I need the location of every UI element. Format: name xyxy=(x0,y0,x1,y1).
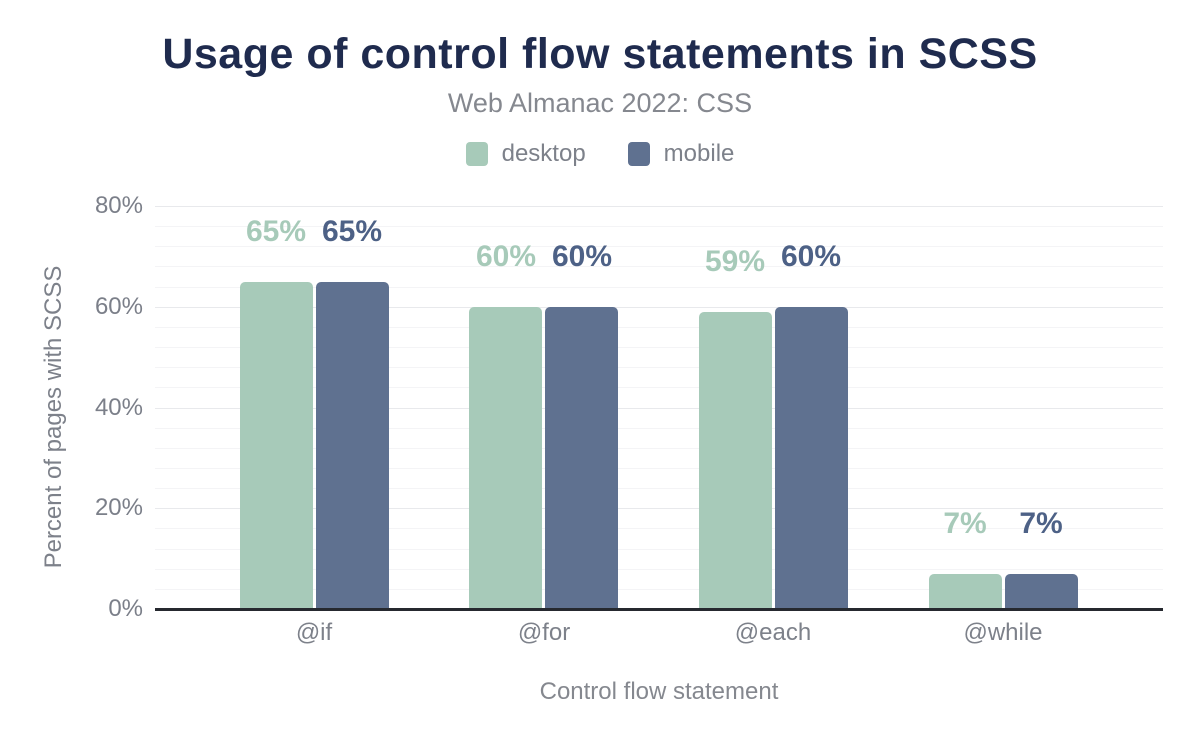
y-tick-label-20%: 20% xyxy=(94,494,143,521)
x-axis-line xyxy=(155,608,1163,611)
gridline-minor xyxy=(155,569,1163,570)
x-tick-label-@each: @each xyxy=(734,619,812,646)
gridline-minor xyxy=(155,468,1163,469)
mobile-swatch-icon xyxy=(627,142,650,166)
gridline-minor xyxy=(155,287,1163,288)
bar-mobile-@if xyxy=(316,282,389,609)
legend-item-desktop: desktop xyxy=(465,140,586,168)
gridline-minor xyxy=(155,428,1163,429)
chart-subtitle: Web Almanac 2022: CSS xyxy=(447,88,753,118)
y-tick-label-0%: 0% xyxy=(108,595,143,622)
gridline-minor xyxy=(155,448,1163,449)
legend-label-mobile: mobile xyxy=(663,140,735,167)
bar-label-mobile-@while: 7% xyxy=(1019,507,1063,540)
bar-label-desktop-@for: 60% xyxy=(475,240,537,273)
y-tick-label-60%: 60% xyxy=(94,293,143,320)
bar-mobile-@while xyxy=(1005,574,1078,609)
bar-mobile-@each xyxy=(775,307,848,609)
chart-legend: desktop mobile xyxy=(0,140,1200,168)
bar-desktop-@if xyxy=(240,282,313,609)
bar-label-desktop-@each: 59% xyxy=(704,245,766,278)
gridline-minor xyxy=(155,549,1163,550)
bar-label-desktop-@if: 65% xyxy=(245,215,307,248)
gridline-minor xyxy=(155,367,1163,368)
gridline-major xyxy=(155,206,1163,207)
gridline-minor xyxy=(155,347,1163,348)
x-tick-label-@for: @for xyxy=(517,619,571,646)
gridline-minor xyxy=(155,327,1163,328)
bar-label-mobile-@for: 60% xyxy=(551,240,613,273)
legend-label-desktop: desktop xyxy=(501,140,586,167)
bar-label-mobile-@if: 65% xyxy=(321,215,383,248)
gridline-minor xyxy=(155,488,1163,489)
x-axis-title: Control flow statement xyxy=(539,678,779,705)
gridline-major xyxy=(155,307,1163,308)
gridline-minor xyxy=(155,528,1163,529)
gridline-major xyxy=(155,408,1163,409)
bar-label-desktop-@while: 7% xyxy=(943,507,987,540)
x-tick-label-@while: @while xyxy=(963,619,1043,646)
gridline-minor xyxy=(155,387,1163,388)
gridline-minor xyxy=(155,246,1163,247)
legend-item-mobile: mobile xyxy=(627,140,735,168)
gridline-minor xyxy=(155,266,1163,267)
chart-title: Usage of control flow statements in SCSS xyxy=(162,30,1038,78)
x-tick-label-@if: @if xyxy=(295,619,333,646)
desktop-swatch-icon xyxy=(465,142,488,166)
gridline-minor xyxy=(155,226,1163,227)
gridline-major xyxy=(155,508,1163,509)
bar-mobile-@for xyxy=(545,307,618,609)
y-tick-label-40%: 40% xyxy=(94,394,143,421)
bar-desktop-@while xyxy=(929,574,1002,609)
bar-desktop-@each xyxy=(699,312,772,609)
gridline-minor xyxy=(155,589,1163,590)
y-tick-label-80%: 80% xyxy=(94,192,143,219)
bar-desktop-@for xyxy=(469,307,542,609)
bar-label-mobile-@each: 60% xyxy=(780,240,842,273)
